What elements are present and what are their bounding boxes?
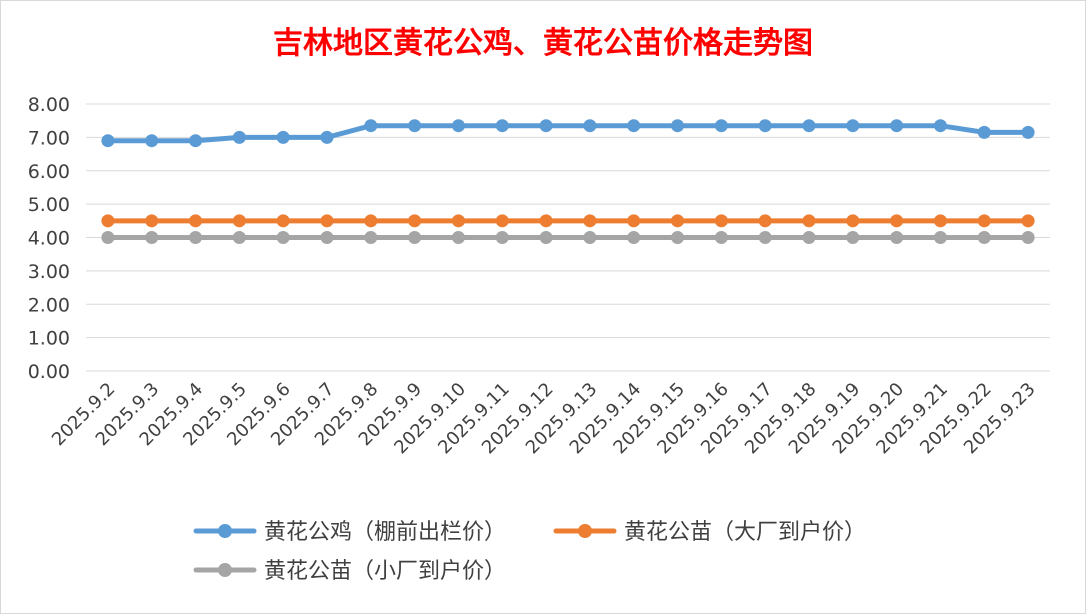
legend-swatch-marker [218,563,232,577]
data-point [671,214,685,228]
data-point [583,214,597,228]
data-point [232,130,246,144]
data-point [1021,125,1035,139]
legend: 黄花公鸡（棚前出栏价） 黄花公苗（大厂到户价） 黄花公苗（小厂到户价） [193,520,866,584]
y-tick-label: 0.00 [28,361,70,383]
data-point [933,119,947,133]
data-point [145,231,159,244]
data-point [714,231,728,244]
data-point [101,214,115,228]
y-tick-label: 2.00 [28,294,70,316]
data-point [977,231,991,244]
legend-label: 黄花公苗（小厂到户价） [264,559,506,584]
series-line [105,123,1031,144]
legend-item: 黄花公苗（小厂到户价） [193,559,506,584]
data-point [1021,214,1035,228]
chart-title: 吉林地区黄花公鸡、黄花公苗价格走势图 [273,26,813,61]
data-point [933,231,947,244]
data-point [320,214,334,228]
data-point [101,134,115,148]
data-point [627,119,641,133]
data-point [802,214,816,228]
data-point [364,119,378,133]
data-point [1021,231,1035,244]
data-point [802,231,816,244]
x-axis-ticks: 2025.9.22025.9.32025.9.42025.9.52025.9.6… [48,379,1040,459]
data-point [890,214,904,228]
data-point [451,119,465,133]
legend-swatch-marker [578,524,592,538]
data-point [320,231,334,244]
data-point [846,214,860,228]
data-point [539,214,553,228]
series-3 [101,231,1035,244]
data-point [495,119,509,133]
data-point [890,231,904,244]
data-point [846,119,860,133]
data-point [933,214,947,228]
legend-item: 黄花公苗（大厂到户价） [553,520,866,545]
y-tick-label: 1.00 [28,328,70,350]
legend-item: 黄花公鸡（棚前出栏价） [193,520,506,545]
data-point [539,119,553,133]
data-point [364,214,378,228]
series-2 [101,214,1035,228]
y-tick-label: 5.00 [28,194,70,216]
data-point [758,119,772,133]
data-point [714,119,728,133]
series-1 [101,119,1035,148]
y-tick-label: 8.00 [28,94,70,116]
data-point [583,231,597,244]
data-point [232,231,246,244]
data-point [451,214,465,228]
data-point [714,214,728,228]
y-tick-label: 4.00 [28,228,70,250]
data-point [846,231,860,244]
data-point [408,214,422,228]
data-point [890,119,904,133]
data-point [627,231,641,244]
legend-label: 黄花公苗（大厂到户价） [624,520,866,545]
data-point [671,119,685,133]
legend-swatch-marker [218,524,232,538]
data-point [364,231,378,244]
y-tick-label: 3.00 [28,261,70,283]
data-point [232,214,246,228]
data-point [495,214,509,228]
legend-label: 黄花公鸡（棚前出栏价） [264,520,506,545]
data-point [189,231,203,244]
data-point [977,125,991,139]
data-point [627,214,641,228]
series-group [101,119,1035,244]
y-tick-label: 6.00 [28,161,70,183]
data-point [758,214,772,228]
data-point [408,119,422,133]
data-point [539,231,553,244]
data-point [320,130,334,144]
data-point [977,214,991,228]
data-point [758,231,772,244]
data-point [495,231,509,244]
y-axis-ticks: 0.00 1.00 2.00 3.00 4.00 5.00 6.00 7.00 8.00 [28,94,70,383]
data-point [583,119,597,133]
gridlines [86,103,1050,372]
data-point [276,130,290,144]
data-point [189,134,203,148]
data-point [451,231,465,244]
data-point [101,231,115,244]
data-point [145,214,159,228]
data-point [802,119,816,133]
data-point [145,134,159,148]
data-point [189,214,203,228]
data-point [671,231,685,244]
data-point [408,231,422,244]
data-point [276,214,290,228]
y-tick-label: 7.00 [28,127,70,149]
data-point [276,231,290,244]
